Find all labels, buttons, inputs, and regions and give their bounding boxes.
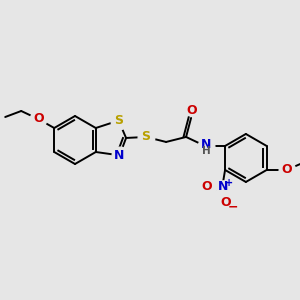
Text: O: O — [221, 196, 231, 209]
Text: N: N — [218, 181, 228, 194]
Text: N: N — [114, 149, 125, 162]
Text: S: S — [114, 114, 123, 127]
Text: H: H — [202, 146, 211, 156]
Text: O: O — [281, 164, 292, 176]
Text: +: + — [225, 178, 233, 188]
Text: O: O — [33, 112, 44, 125]
Text: O: O — [187, 104, 197, 117]
Text: S: S — [142, 130, 151, 143]
Text: O: O — [202, 181, 212, 194]
Text: −: − — [228, 200, 238, 214]
Text: N: N — [201, 139, 211, 152]
